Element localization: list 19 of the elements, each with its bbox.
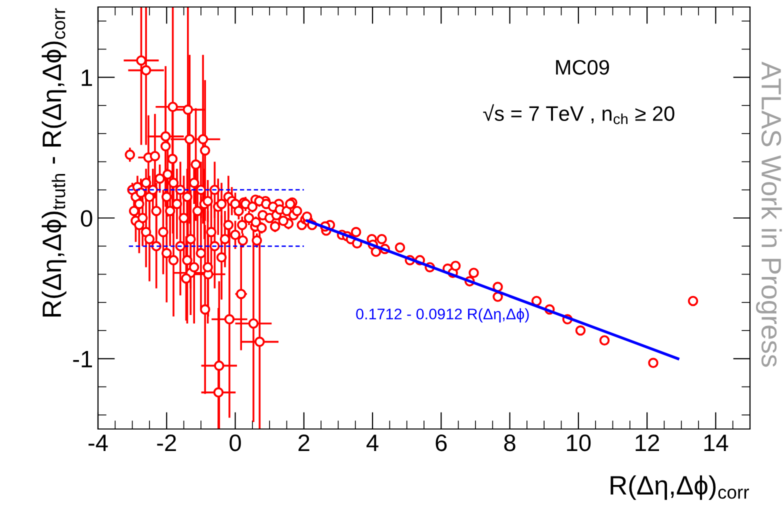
x-tick-label: 0 [230, 434, 241, 452]
x-tick-label: 2 [298, 434, 310, 451]
y-tick-label: 0 [80, 210, 92, 227]
x-tick-label: 10 [567, 434, 591, 452]
annotation: MC09 [556, 60, 609, 75]
annotation: 0.1712 - 0.0912 R(Δη,Δϕ) [356, 308, 529, 322]
y-axis-title: R(Δη,Δϕ)$_{truth}$ - R(Δη,Δϕ)$_{corr}$ [42, 8, 66, 316]
y-tick-label: -1 [73, 350, 92, 368]
annotation: √s = 7 TeV , n$_{ch}$ ≥ 20 [483, 104, 674, 124]
x-tick-label: 6 [436, 434, 447, 452]
x-tick-label: 14 [704, 434, 728, 451]
x-tick-label: -4 [88, 434, 108, 451]
y-tick-label: 1 [82, 70, 92, 86]
text: ATLAS Work in Progress [756, 62, 782, 367]
x-tick-label: 4 [366, 434, 378, 451]
x-tick-label: 8 [504, 434, 516, 452]
x-axis-title: R(Δη,Δϕ)$_{corr}$ [610, 475, 749, 500]
x-tick-label: 12 [636, 434, 659, 451]
x-tick-label: -2 [157, 434, 176, 451]
